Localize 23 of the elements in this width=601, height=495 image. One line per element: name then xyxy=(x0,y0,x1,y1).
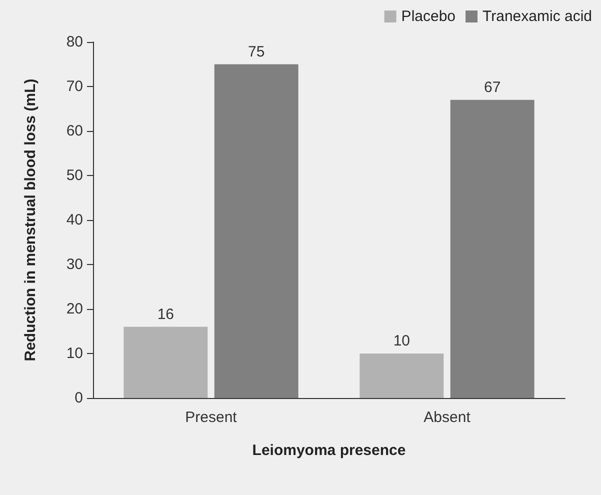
y-tick-label: 80 xyxy=(66,34,83,50)
data-label: 75 xyxy=(248,43,265,60)
bar xyxy=(360,354,444,398)
y-tick-label: 0 xyxy=(74,390,83,406)
y-tick-label: 30 xyxy=(66,256,83,273)
y-tick-label: 10 xyxy=(66,345,83,362)
y-tick-label: 20 xyxy=(66,300,83,318)
y-tick-label: 40 xyxy=(66,212,83,228)
legend-label: Placebo xyxy=(401,8,456,25)
bar xyxy=(450,100,534,398)
bar xyxy=(124,326,208,398)
x-tick-label: Absent xyxy=(424,409,472,426)
data-label: 67 xyxy=(484,78,501,96)
y-tick-label: 50 xyxy=(66,167,83,184)
x-tick-label: Present xyxy=(185,409,238,426)
y-axis-title: Reduction in menstrual blood loss (mL) xyxy=(22,78,39,362)
y-tick-label: 60 xyxy=(66,122,83,140)
legend-label: Tranexamic acid xyxy=(482,8,592,25)
data-label: 10 xyxy=(393,332,410,350)
bar xyxy=(214,64,298,398)
data-label: 16 xyxy=(157,306,174,323)
y-tick-label: 70 xyxy=(66,78,83,95)
x-axis-title: Leiomyoma presence xyxy=(252,442,406,459)
